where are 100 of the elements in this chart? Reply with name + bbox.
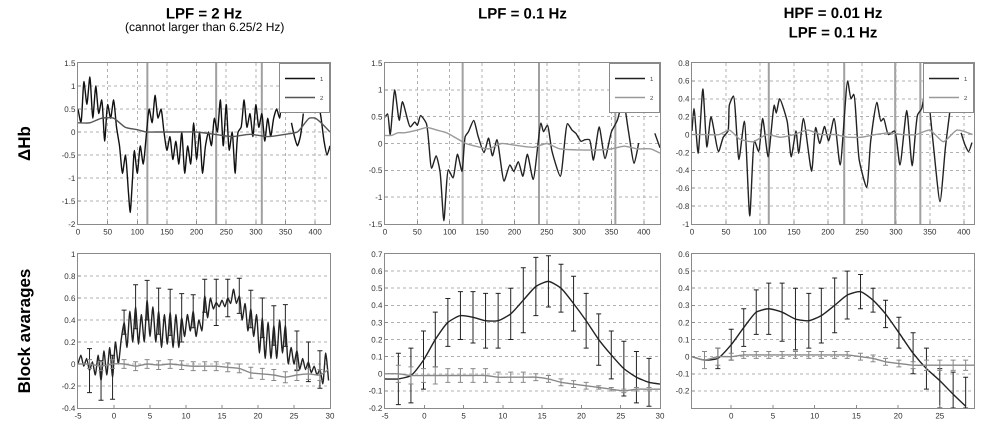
chart-title: LPF = 2 Hz [166, 6, 242, 22]
y-tick-label: 1 [70, 250, 76, 259]
y-tick-label: 0.4 [678, 94, 690, 104]
chart-title: LPF = 0.1 Hz [478, 6, 567, 22]
y-tick-label: 0.8 [64, 272, 76, 281]
y-tick-label: 1.5 [371, 58, 383, 68]
x-tick-label: 30 [326, 412, 335, 421]
y-tick-label: -1 [682, 220, 690, 229]
y-tick-label: -0.4 [676, 166, 690, 176]
y-tick-label: 0.7 [371, 250, 383, 259]
y-tick-label: -0.2 [676, 386, 690, 396]
y-tick-label: -0.2 [676, 148, 690, 158]
y-tick-label: 0 [684, 352, 690, 362]
y-tick-label: -0.4 [62, 404, 76, 413]
x-tick-label: 400 [957, 228, 972, 237]
x-tick-label: 100 [753, 228, 768, 237]
y-tick-label: -2 [68, 220, 76, 229]
y-tick-label: 0.3 [678, 301, 690, 310]
y-tick-label: 0.2 [678, 318, 690, 328]
chart-title: HPF = 0.01 Hz LPF = 0.1 Hz [784, 5, 882, 42]
x-tick-label: 5 [770, 412, 776, 421]
y-tick-label: 0.4 [678, 284, 690, 294]
y-tick-label: -0.6 [676, 184, 690, 194]
y-tick-label: -1 [68, 174, 76, 183]
y-tick-label: -1.5 [62, 196, 76, 206]
x-tick-label: 10 [182, 412, 191, 421]
y-axis-title: Block avarages [15, 268, 34, 394]
x-tick-label: 20 [894, 412, 904, 421]
x-tick-label: 10 [498, 412, 508, 421]
x-tick-label: 20 [576, 412, 586, 421]
x-tick-label: 25 [935, 412, 945, 421]
x-tick-label: 250 [220, 228, 234, 237]
y-tick-label: 0.5 [371, 112, 383, 122]
x-tick-label: 10 [810, 412, 820, 421]
x-tick-label: 350 [604, 228, 619, 237]
y-tick-label: 0.5 [678, 266, 690, 276]
x-tick-label: 400 [637, 228, 652, 237]
y-tick-label: -0.1 [368, 386, 383, 396]
y-tick-label: 0.6 [678, 76, 690, 86]
y-tick-label: -1.5 [368, 220, 383, 229]
y-tick-label: 0.6 [371, 266, 383, 276]
x-tick-label: 50 [722, 228, 731, 237]
x-tick-label: 300 [889, 228, 904, 237]
y-tick-label: -0.5 [62, 150, 76, 160]
x-tick-label: 50 [412, 228, 422, 237]
x-tick-label: 250 [855, 228, 870, 237]
y-tick-label: -0.2 [62, 382, 76, 391]
x-tick-label: 150 [160, 228, 174, 237]
x-tick-label: 350 [278, 228, 293, 237]
y-tick-label: 0 [70, 360, 76, 369]
x-tick-label: 100 [130, 228, 145, 237]
y-tick-label: 0.1 [371, 352, 383, 362]
y-tick-label: -0.8 [676, 202, 690, 211]
y-tick-label: 0.5 [371, 284, 383, 294]
y-tick-label: 0.3 [371, 318, 383, 328]
y-tick-label: 0.2 [371, 335, 383, 344]
y-tick-label: 0.6 [678, 250, 690, 259]
y-tick-label: 0.1 [678, 335, 690, 344]
y-tick-label: 0.5 [64, 104, 76, 114]
x-tick-label: 20 [254, 412, 263, 421]
x-tick-label: 5 [461, 412, 466, 421]
y-tick-label: 0 [70, 128, 76, 137]
x-tick-label: 150 [787, 228, 802, 237]
y-tick-label: 0.2 [678, 112, 690, 122]
y-tick-label: 0 [684, 130, 690, 140]
x-tick-label: 400 [308, 228, 322, 237]
y-tick-label: -0.5 [368, 166, 383, 176]
x-tick-label: 200 [190, 228, 204, 237]
y-tick-label: 1 [70, 82, 76, 91]
x-tick-label: 30 [656, 412, 665, 421]
x-tick-label: 300 [572, 228, 586, 237]
y-tick-label: 0 [378, 139, 383, 148]
x-tick-label: 0 [422, 412, 428, 421]
x-tick-label: 200 [821, 228, 836, 237]
x-tick-label: 15 [538, 412, 548, 421]
x-tick-label: 200 [508, 228, 522, 237]
y-tick-label: 0.4 [64, 316, 76, 325]
y-axis-title: ΔHb [15, 126, 34, 161]
y-tick-label: 0 [378, 370, 383, 379]
y-tick-label: -0.1 [676, 370, 690, 379]
x-tick-label: 300 [249, 228, 264, 237]
x-tick-label: 0 [112, 412, 117, 421]
x-tick-label: 25 [616, 412, 626, 421]
x-tick-label: 250 [540, 228, 554, 237]
x-tick-label: 25 [290, 412, 299, 421]
x-tick-label: 5 [148, 412, 153, 421]
y-tick-label: 0.2 [64, 338, 76, 347]
y-tick-label: 1 [378, 86, 383, 95]
x-tick-label: 15 [218, 412, 227, 421]
x-tick-label: 0 [728, 412, 734, 421]
x-tick-label: -5 [74, 412, 82, 421]
x-tick-label: 15 [852, 412, 862, 421]
x-tick-label: -5 [381, 412, 390, 421]
x-tick-label: 150 [475, 228, 490, 237]
x-tick-label: 350 [923, 228, 938, 237]
line-series [78, 117, 330, 138]
x-tick-label: 50 [103, 228, 113, 237]
y-tick-label: -0.2 [368, 404, 383, 413]
y-tick-label: 0.6 [64, 294, 76, 303]
chart-subtitle: (cannot larger than 6.25/2 Hz) [125, 20, 284, 34]
